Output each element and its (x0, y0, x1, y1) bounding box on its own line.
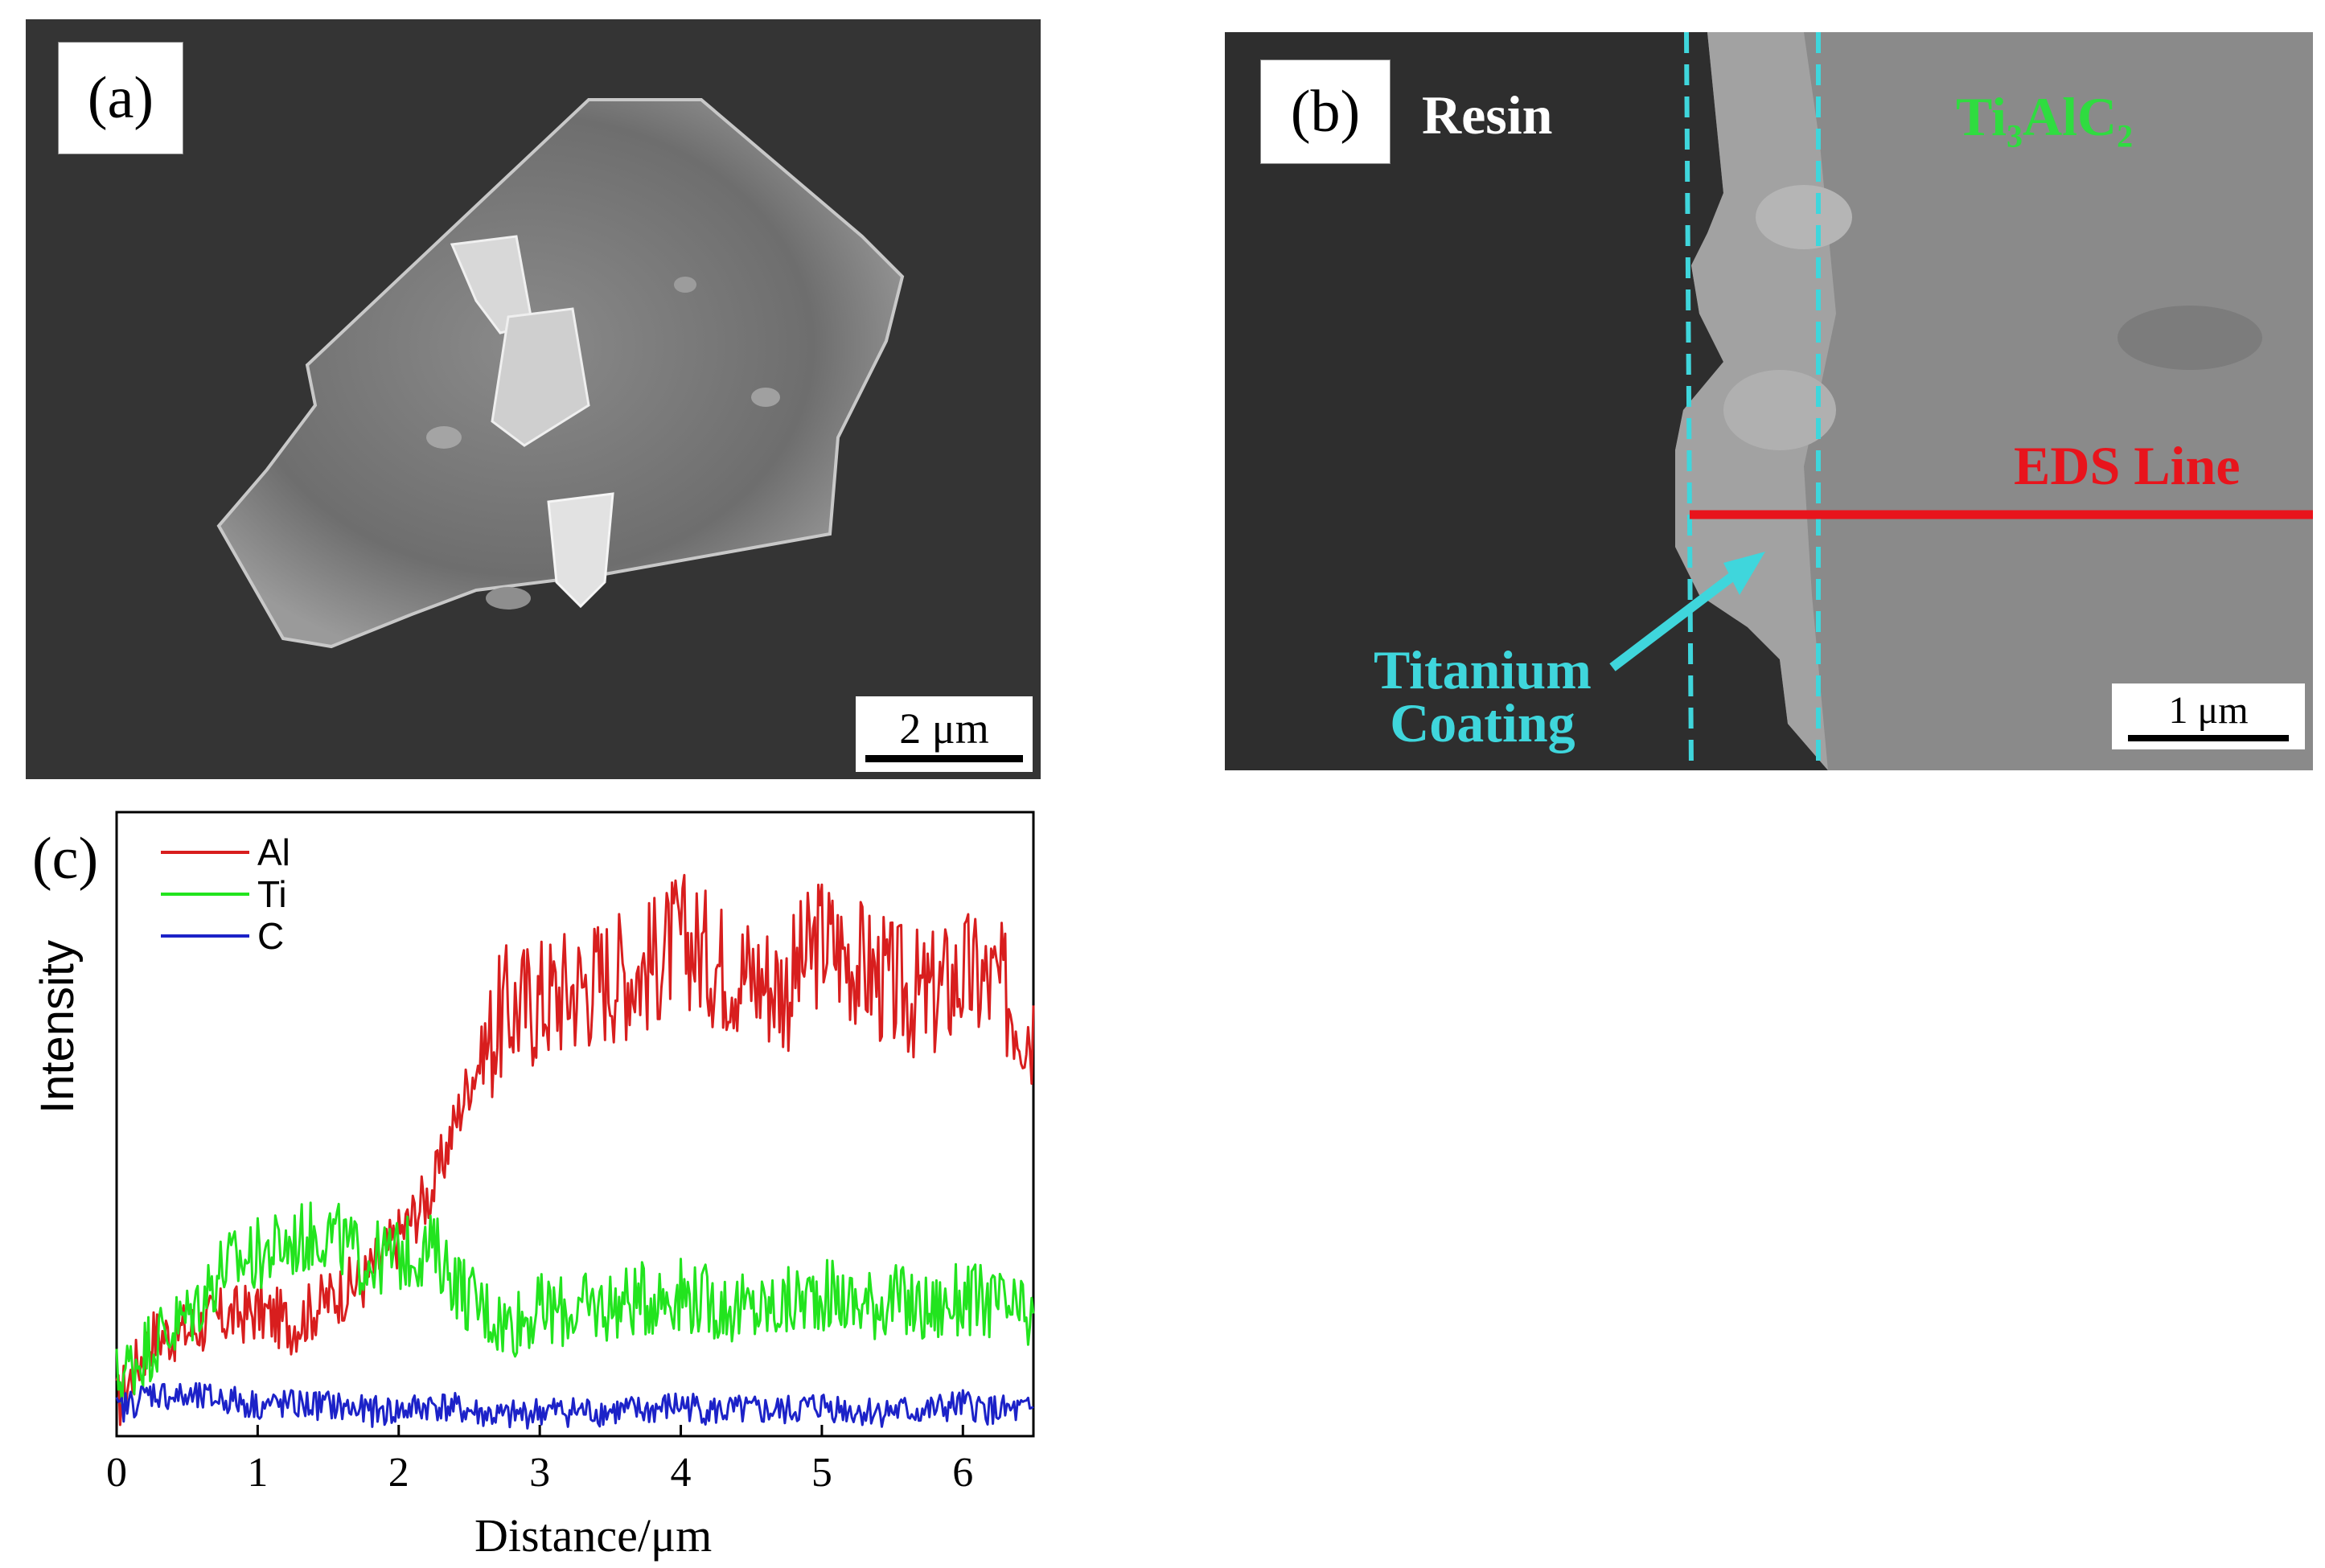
scale-bar-b-text: 1 μm (2168, 689, 2249, 732)
legend-label-al: Al (257, 831, 290, 873)
coating-label: Titanium Coating (1374, 639, 1592, 753)
y-axis-label: Intensity (31, 940, 84, 1114)
coating-label-line2: Coating (1390, 692, 1575, 753)
panel-label-b: (b) (1260, 60, 1390, 164)
scale-bar-b-line (2128, 735, 2289, 741)
plot-frame (115, 811, 1035, 1438)
panel-label-a-text: (a) (87, 64, 154, 131)
resin-label: Resin (1422, 84, 1553, 146)
panel-label-c: (c) (32, 826, 99, 892)
coating-label-line1: Titanium (1374, 639, 1592, 700)
phase-label: Ti3AlC2 (1956, 85, 2133, 155)
x-tick-label: 2 (388, 1450, 409, 1496)
series-line-c (115, 1381, 1034, 1430)
x-axis-label: Distance/μm (474, 1509, 713, 1562)
panel-label-a: (a) (58, 42, 183, 154)
x-tick-label: 5 (811, 1450, 832, 1496)
series-line-ti (115, 1201, 1035, 1405)
x-tick-label: 4 (671, 1450, 692, 1496)
particle-illustration (216, 98, 905, 649)
phase-label-sub2: 2 (2117, 117, 2134, 154)
scale-bar-a: 2 μm (856, 696, 1033, 772)
series-group (115, 873, 1035, 1430)
legend-label-c: C (257, 915, 284, 957)
phase-label-base: Ti (1956, 86, 2007, 147)
eds-line-label: EDS Line (2014, 435, 2241, 496)
x-tick-label: 3 (529, 1450, 550, 1496)
panel-label-b-text: (b) (1290, 78, 1361, 145)
x-tick-label: 6 (952, 1450, 973, 1496)
scale-bar-b: 1 μm (2112, 683, 2305, 749)
cross-section-illustration (1609, 32, 2313, 770)
phase-label-sub1: 3 (2007, 117, 2023, 154)
sem-image-b (1225, 32, 2313, 770)
series-line-al (115, 873, 1035, 1426)
legend-label-ti: Ti (257, 873, 287, 915)
scale-bar-a-line (865, 754, 1023, 762)
x-tick-label: 0 (106, 1450, 127, 1496)
x-ticks: 0 1 2 3 4 5 6 (106, 1425, 973, 1496)
x-tick-label: 1 (247, 1450, 268, 1496)
sem-image-a (26, 19, 1041, 779)
scale-bar-a-text: 2 μm (899, 704, 989, 753)
phase-label-mid: AlC (2023, 86, 2118, 147)
